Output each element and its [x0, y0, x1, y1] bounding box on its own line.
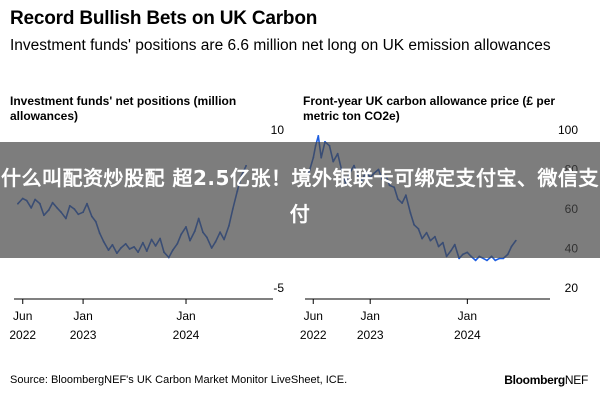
data-point — [486, 259, 488, 262]
x-tick-year-label: 2023 — [357, 328, 384, 342]
overlay-banner — [0, 142, 600, 258]
x-tick-label: Jun — [304, 309, 323, 323]
chart-subtitle: Investment funds' positions are 6.6 mill… — [10, 37, 551, 54]
data-point — [317, 135, 320, 137]
brand-logo-main: Bloomberg — [504, 373, 565, 387]
y-tick-label: 20 — [565, 281, 579, 295]
x-tick-year-label: 2023 — [70, 328, 97, 342]
data-point — [474, 259, 477, 262]
source-note: Source: BloombergNEF's UK Carbon Market … — [10, 374, 348, 386]
chart-title: Record Bullish Bets on UK Carbon — [10, 8, 318, 29]
y-tick-label: -5 — [273, 281, 284, 295]
x-tick-year-label: 2022 — [300, 328, 327, 342]
x-tick-label: Jan — [73, 309, 92, 323]
y-tick-label: 100 — [558, 123, 578, 137]
brand-logo-suffix: NEF — [564, 373, 588, 387]
x-tick-label: Jan — [361, 309, 380, 323]
x-tick-label: Jan — [176, 309, 195, 323]
x-tick-label: Jan — [458, 309, 477, 323]
right-panel-title: Front-year UK carbon allowance price (£ … — [303, 94, 556, 123]
x-tick-label: Jun — [13, 309, 32, 323]
x-tick-year-label: 2024 — [173, 328, 200, 342]
data-point — [494, 259, 497, 262]
y-tick-label: 10 — [271, 123, 285, 137]
left-panel-title: Investment funds' net positions (million… — [10, 94, 237, 123]
x-tick-year-label: 2022 — [9, 328, 36, 342]
x-tick-year-label: 2024 — [454, 328, 481, 342]
overlay-banner-text: 什么叫配资炒股配 超2.5亿张！境外银联卡可绑定支付宝、微信支付 — [1, 166, 599, 226]
brand-logo: BloombergNEF — [504, 373, 588, 387]
